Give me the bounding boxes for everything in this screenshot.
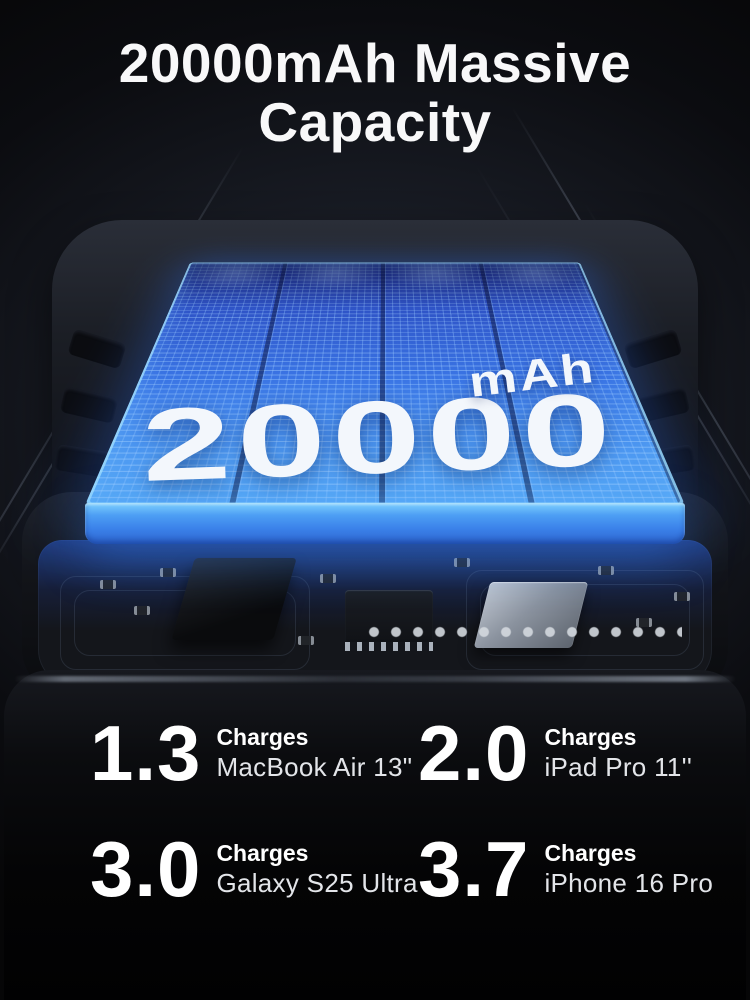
stat-label: Charges (216, 724, 309, 750)
title-line-1: 20000mAh Massive (118, 32, 632, 94)
title-line-2: Capacity (258, 90, 492, 153)
stat-label: Charges (544, 840, 637, 866)
stat-value: 1.3 (90, 709, 202, 797)
pcb-component (674, 592, 690, 601)
pcb-chip-pins (345, 642, 433, 651)
pcb-component (134, 606, 150, 615)
stat-value: 2.0 (418, 709, 530, 797)
pcb-trace (60, 576, 310, 670)
stat-device: iPad Pro 11'' (544, 752, 693, 782)
pcb-component (160, 568, 176, 577)
stat-ipad-pro: 2.0 Charges iPad Pro 11'' (418, 714, 692, 792)
pcb-solder-pads (366, 624, 682, 640)
stat-label: Charges (216, 840, 309, 866)
case-shell-front (4, 670, 746, 1000)
stat-value: 3.7 (418, 825, 530, 913)
stat-device: Galaxy S25 Ultra (216, 868, 418, 898)
case-edge-highlight (14, 676, 736, 682)
pcb-component (320, 574, 336, 583)
stat-label: Charges (544, 724, 637, 750)
pcb-component (100, 580, 116, 589)
battery-front-edge (85, 503, 685, 544)
stat-galaxy-s25: 3.0 Charges Galaxy S25 Ultra (90, 830, 418, 908)
stat-macbook-air: 1.3 Charges MacBook Air 13" (90, 714, 412, 792)
pcb-trace (466, 570, 704, 670)
stat-iphone-16-pro: 3.7 Charges iPhone 16 Pro (418, 830, 713, 908)
pcb-component (636, 618, 652, 627)
stat-device: iPhone 16 Pro (544, 868, 714, 898)
pcb-component (298, 636, 314, 645)
circuit-board (38, 540, 712, 686)
stat-value: 3.0 (90, 825, 202, 913)
stat-device: MacBook Air 13" (216, 752, 413, 782)
pcb-component (454, 558, 470, 567)
pcb-component (598, 566, 614, 575)
page-title: 20000mAh Massive Capacity (0, 34, 750, 152)
